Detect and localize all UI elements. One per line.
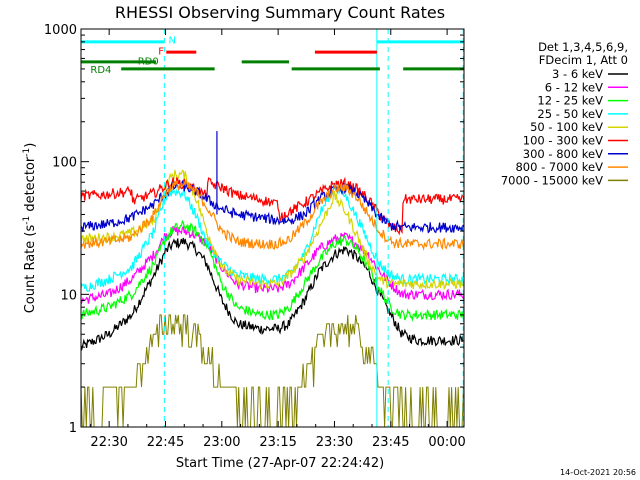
series-7000-15000-kev — [81, 314, 464, 427]
y-tick-label-3: 1000 — [44, 23, 77, 38]
legend-label-25-50-kev: 25 - 50 keV — [537, 107, 603, 121]
series-line-800-7000-kev — [81, 178, 464, 251]
legend-label-300-800-kev: 300 - 800 keV — [523, 147, 603, 161]
x-tick-label-2: 23:00 — [203, 435, 240, 450]
series-line-3-6-kev — [81, 237, 464, 351]
flag-label-rd4: RD4 — [90, 65, 111, 76]
series-800-7000-kev — [81, 178, 464, 251]
series-6-12-kev — [81, 225, 464, 305]
series-line-100-300-kev — [81, 176, 464, 236]
plot-frame — [80, 28, 465, 428]
y-tick-label-0: 1 — [69, 421, 77, 436]
y-axis-label: Count Rate (s-1 detector-1) — [22, 143, 38, 314]
legend: Det 1,3,4,5,6,9, FDecim 1, Att 0 3 - 6 k… — [501, 40, 628, 187]
chart-title: RHESSI Observing Summary Count Rates — [115, 3, 445, 22]
series-50-100-kev — [81, 169, 464, 291]
legend-label-800-7000-kev: 800 - 7000 keV — [515, 160, 603, 174]
footer-timestamp: 14-Oct-2021 20:56 — [560, 468, 636, 477]
y-axis: 1 10 100 1000 — [44, 23, 464, 436]
series-12-25-kev — [81, 219, 464, 322]
flag-label-rd0: RD0 — [138, 56, 159, 67]
x-tick-label-3: 23:15 — [259, 435, 296, 450]
x-tick-label-0: 22:30 — [90, 435, 127, 450]
legend-label-7000-15000-kev: 7000 - 15000 keV — [501, 173, 603, 187]
series-line-6-12-kev — [81, 225, 464, 305]
legend-label-100-300-kev: 100 - 300 keV — [523, 134, 603, 148]
series-line-300-800-kev — [81, 179, 464, 234]
series-3-6-kev — [81, 237, 464, 351]
y-tick-label-1: 10 — [60, 288, 77, 303]
flag-label-f: F — [158, 46, 164, 57]
x-axis: 22:30 22:45 23:00 23:15 23:30 23:45 00:00 — [89, 29, 466, 450]
x-axis-label: Start Time (27-Apr-07 22:24:42) — [176, 456, 384, 471]
series-300-800-kev — [81, 179, 464, 234]
legend-label-6-12-kev: 6 - 12 keV — [545, 80, 603, 94]
legend-label-3-6-kev: 3 - 6 keV — [552, 67, 603, 81]
y-tick-label-2: 100 — [52, 156, 77, 171]
flag-label-n: N — [168, 36, 175, 47]
x-tick-label-1: 22:45 — [147, 435, 184, 450]
x-tick-label-5: 23:45 — [372, 435, 409, 450]
legend-header-line-2: FDecim 1, Att 0 — [539, 53, 628, 67]
legend-header-line-1: Det 1,3,4,5,6,9, — [538, 40, 628, 54]
series-line-12-25-kev — [81, 219, 464, 322]
legend-label-12-25-kev: 12 - 25 keV — [537, 94, 603, 108]
series-line-50-100-kev — [81, 169, 464, 291]
x-tick-label-4: 23:30 — [316, 435, 353, 450]
series-line-7000-15000-kev — [81, 314, 464, 427]
series-100-300-kev — [81, 176, 464, 236]
x-tick-label-6: 00:00 — [428, 435, 465, 450]
legend-label-50-100-kev: 50 - 100 keV — [530, 120, 603, 134]
